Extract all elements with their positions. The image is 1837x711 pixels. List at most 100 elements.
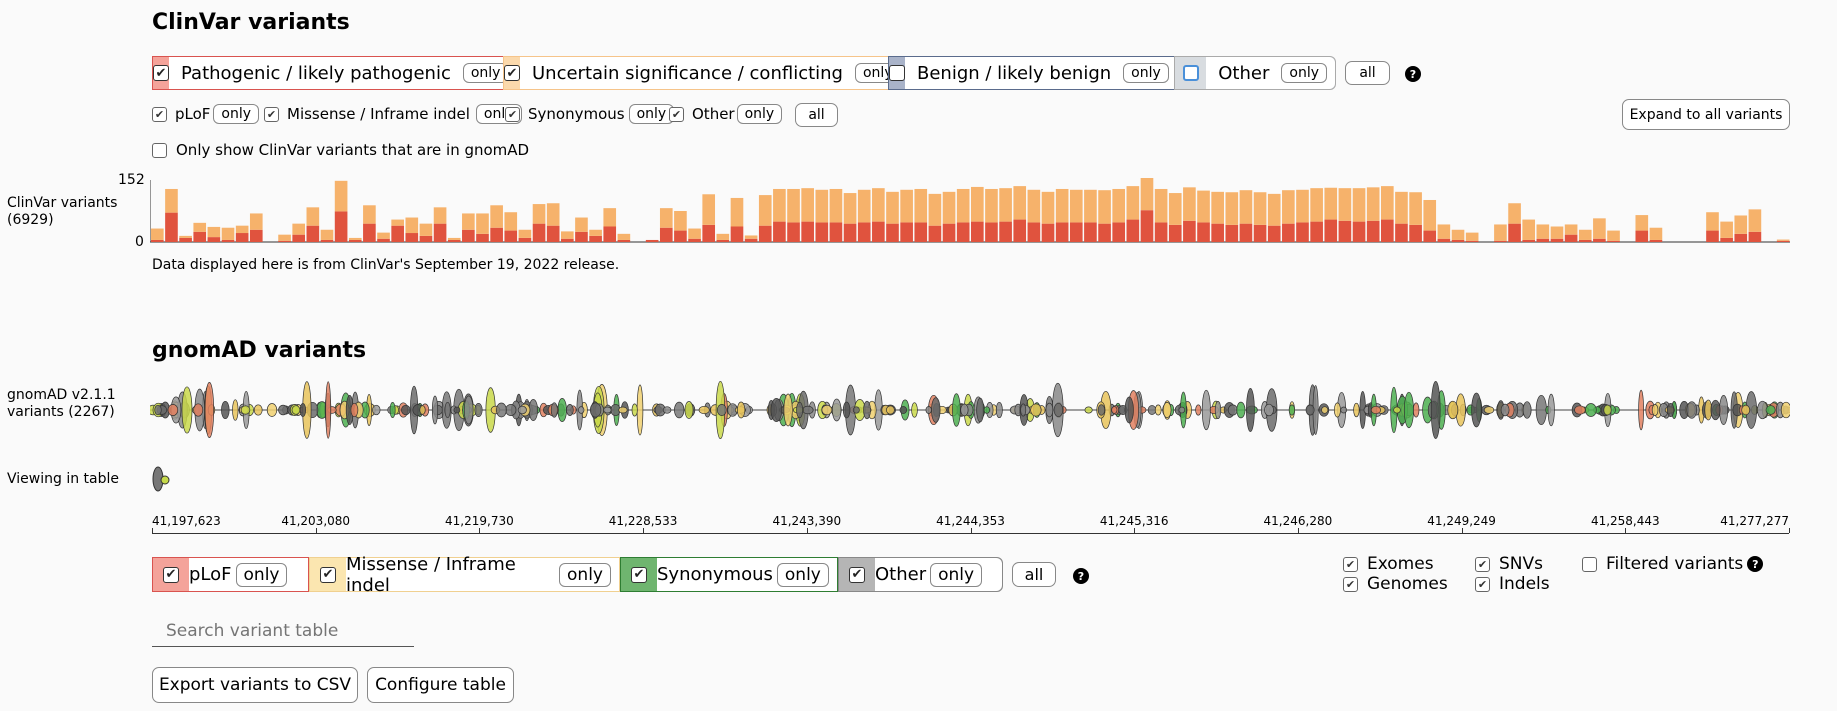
- gnomad-only-filter[interactable]: Only show ClinVar variants that are in g…: [152, 141, 529, 159]
- genomes-checkbox[interactable]: ✔: [1343, 576, 1358, 592]
- gnomad-variant-glyph: [1147, 405, 1157, 415]
- gnomad-variant-glyph: [278, 404, 289, 416]
- gnomad-filter-synonymous[interactable]: ✔ Synonymous only: [620, 557, 838, 592]
- clinvar-filter-pathogenic[interactable]: ✔ Pathogenic / likely pathogenic only: [152, 56, 517, 90]
- clinvar-bar-uncertain: [1423, 199, 1437, 231]
- g-missense-checkbox[interactable]: ✔: [320, 566, 336, 583]
- gnomad-variant-glyph: [783, 393, 793, 427]
- gnomad-variant-glyph: [1154, 404, 1162, 416]
- axis-tick-mark: [643, 528, 645, 533]
- search-variant-table-input[interactable]: [152, 615, 414, 647]
- cons-all-button[interactable]: all: [795, 103, 838, 127]
- gnomad-filter-other[interactable]: ✔ Other only: [838, 557, 1003, 592]
- filtered-variants-help-icon[interactable]: ?: [1747, 556, 1764, 572]
- g-plof-checkbox[interactable]: ✔: [163, 566, 179, 583]
- genomes-filter[interactable]: ✔ Genomes: [1343, 574, 1448, 594]
- gnomad-variant-glyph: [181, 386, 193, 434]
- g-other-only-button[interactable]: only: [930, 562, 983, 587]
- snvs-checkbox[interactable]: ✔: [1475, 556, 1490, 572]
- clinvar-filter-other[interactable]: Other only: [1174, 56, 1336, 90]
- cons-synonymous[interactable]: ✔ Synonymous only: [505, 104, 682, 124]
- clinvar-bar-uncertain: [801, 188, 814, 222]
- clinvar-bar-uncertain: [476, 213, 489, 234]
- clinvar-bar-pathogenic: [1055, 222, 1069, 242]
- g-plof-only-button[interactable]: only: [235, 562, 288, 587]
- export-csv-button[interactable]: Export variants to CSV: [152, 667, 358, 703]
- indels-filter[interactable]: ✔ Indels: [1475, 574, 1550, 594]
- clinvar-bar-pathogenic: [532, 223, 546, 242]
- clinvar-bar-pathogenic: [716, 239, 730, 242]
- benign-checkbox[interactable]: [889, 65, 905, 81]
- cons-plof-checkbox[interactable]: ✔: [152, 106, 167, 122]
- cons-other-only-button[interactable]: only: [736, 104, 783, 124]
- indels-checkbox[interactable]: ✔: [1475, 576, 1490, 592]
- clinvar-bar-pathogenic: [151, 239, 164, 242]
- axis-tick-label: 41,228,533: [608, 514, 678, 528]
- cons-missense-checkbox[interactable]: ✔: [264, 106, 279, 122]
- cons-plof[interactable]: ✔ pLoF only: [152, 104, 267, 124]
- cons-synonymous-checkbox[interactable]: ✔: [505, 106, 520, 122]
- expand-all-variants-button[interactable]: Expand to all variants: [1622, 99, 1790, 130]
- clinvar-bar-pathogenic: [1607, 240, 1620, 242]
- snvs-filter[interactable]: ✔ SNVs: [1475, 554, 1543, 574]
- gnomad-filter-missense[interactable]: ✔ Missense / Inframe indel only: [309, 554, 620, 596]
- gnomad-all-button[interactable]: all: [1012, 562, 1056, 587]
- pathogenic-only-button[interactable]: only: [462, 63, 509, 83]
- clinvar-filter-uncertain[interactable]: ✔ Uncertain significance / conflicting o…: [503, 56, 909, 90]
- gnomad-variant-glyph: [1719, 395, 1729, 425]
- benign-only-button[interactable]: only: [1123, 63, 1169, 83]
- filtered-variants-checkbox[interactable]: [1582, 556, 1597, 572]
- clinvar-help-icon[interactable]: ?: [1405, 66, 1421, 82]
- cons-other-checkbox[interactable]: ✔: [669, 106, 684, 122]
- g-syn-checkbox[interactable]: ✔: [631, 566, 647, 583]
- g-syn-only-button[interactable]: only: [776, 562, 829, 587]
- other-only-button[interactable]: only: [1281, 63, 1327, 83]
- axis-tick-mark: [479, 528, 481, 533]
- g-missense-only-button[interactable]: only: [559, 562, 611, 587]
- clinvar-bar-uncertain: [165, 188, 178, 213]
- g-other-checkbox[interactable]: ✔: [849, 566, 865, 583]
- cons-synonymous-only-button[interactable]: only: [628, 104, 675, 124]
- clinvar-release-note: Data displayed here is from ClinVar's Se…: [152, 257, 620, 273]
- gnomad-variant-track: [150, 380, 1790, 440]
- clinvar-filter-benign[interactable]: Benign / likely benign only: [888, 56, 1177, 90]
- gnomad-variant-glyph: [1535, 394, 1547, 426]
- axis-tick-mark: [806, 528, 808, 533]
- clinvar-bar-pathogenic: [221, 239, 235, 242]
- clinvar-bar-uncertain: [518, 229, 532, 238]
- gnomad-variant-glyph: [1780, 401, 1790, 419]
- clinvar-bar-uncertain: [716, 233, 730, 240]
- gnomad-variant-glyph: [389, 401, 396, 419]
- cons-plof-only-button[interactable]: only: [213, 104, 260, 124]
- gnomad-help-icon[interactable]: ?: [1073, 568, 1089, 584]
- clinvar-bar-uncertain: [1522, 219, 1536, 240]
- clinvar-bar-pathogenic: [1550, 238, 1564, 242]
- clinvar-bar-pathogenic: [575, 231, 588, 242]
- gnomad-variant-glyph: [1020, 403, 1027, 417]
- gnomad-variant-glyph: [618, 406, 628, 414]
- clinvar-all-button[interactable]: all: [1345, 61, 1390, 85]
- cons-missense[interactable]: ✔ Missense / Inframe indel only: [264, 104, 530, 124]
- exomes-checkbox[interactable]: ✔: [1343, 556, 1358, 572]
- gnomad-only-checkbox[interactable]: [152, 142, 167, 158]
- gnomad-variant-glyph: [1305, 404, 1315, 416]
- gnomad-variant-glyph: [995, 401, 1003, 419]
- filtered-variants-filter[interactable]: Filtered variants ?: [1582, 554, 1764, 574]
- gnomad-variant-glyph: [983, 406, 991, 414]
- cons-other[interactable]: ✔ Other only: [669, 104, 790, 124]
- pathogenic-checkbox[interactable]: ✔: [153, 65, 169, 81]
- configure-table-button[interactable]: Configure table: [367, 667, 514, 703]
- other-checkbox[interactable]: [1182, 65, 1199, 81]
- clinvar-track-label: ClinVar variants (6929): [7, 195, 117, 229]
- uncertain-checkbox[interactable]: ✔: [504, 65, 520, 81]
- clinvar-bar-pathogenic: [1366, 220, 1380, 242]
- gnomad-variant-glyph: [1111, 406, 1118, 414]
- position-axis: [152, 533, 1789, 534]
- clinvar-bar-uncertain: [1776, 239, 1790, 241]
- gnomad-variant-glyph: [240, 405, 251, 415]
- clinvar-bar-pathogenic: [1041, 223, 1055, 242]
- g-missense-checkbox-wrap: ✔: [310, 558, 346, 591]
- gnomad-filter-plof[interactable]: ✔ pLoF only: [152, 557, 309, 592]
- clinvar-bar-pathogenic: [546, 225, 560, 242]
- exomes-filter[interactable]: ✔ Exomes: [1343, 554, 1434, 574]
